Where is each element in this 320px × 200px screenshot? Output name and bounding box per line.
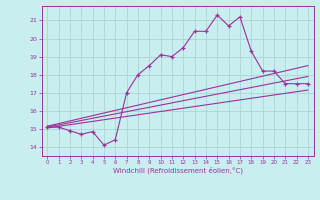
X-axis label: Windchill (Refroidissement éolien,°C): Windchill (Refroidissement éolien,°C) <box>113 167 243 174</box>
